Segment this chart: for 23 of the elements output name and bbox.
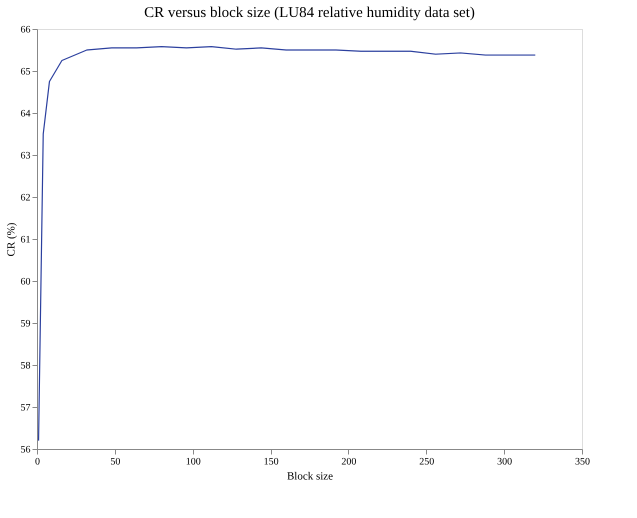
x-tick-label: 50 [110, 456, 120, 468]
y-tick-label: 60 [20, 276, 30, 288]
x-tick-label: 0 [35, 456, 40, 468]
y-tick-label: 56 [20, 444, 30, 456]
chart-title: CR versus block size (LU84 relative humidity data set) [144, 5, 475, 21]
x-tick-label: 200 [341, 456, 356, 468]
y-tick-label: 59 [20, 318, 30, 330]
x-tick-label: 300 [497, 456, 512, 468]
y-tick-label: 58 [20, 360, 30, 372]
line-series [38, 46, 536, 442]
y-axis-title: CR (%) [6, 222, 18, 256]
x-tick-label: 100 [186, 456, 201, 468]
x-tick-label: 350 [575, 456, 590, 468]
y-tick-label: 62 [20, 192, 30, 204]
y-tick-label: 61 [20, 234, 30, 246]
x-axis-title: Block size [286, 470, 334, 482]
y-tick-label: 66 [20, 24, 30, 36]
y-tick-label: 63 [20, 150, 30, 162]
y-tick-label: 64 [20, 108, 30, 120]
x-tick-label: 250 [419, 456, 434, 468]
y-tick-label: 57 [20, 402, 30, 414]
x-tick-label: 150 [264, 456, 279, 468]
y-tick-label: 65 [20, 66, 30, 78]
